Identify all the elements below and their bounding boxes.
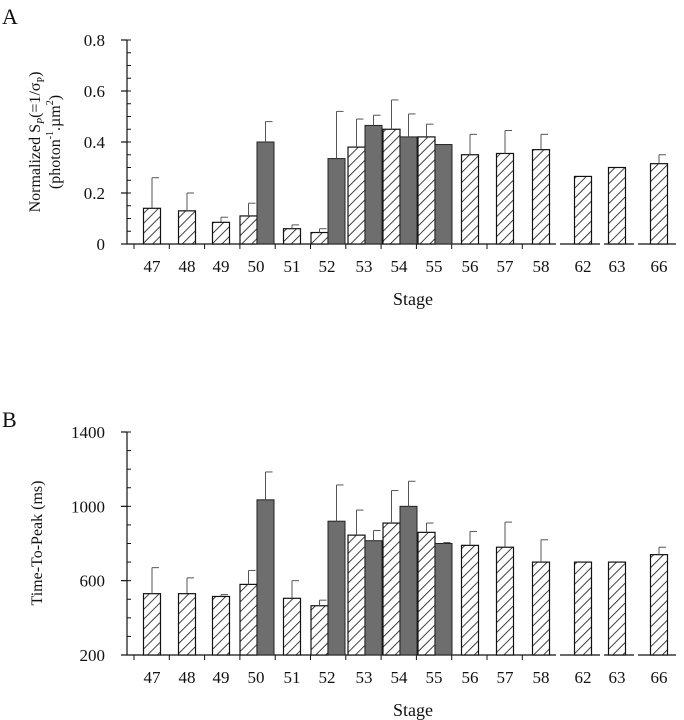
bar-hatched [460, 154, 480, 245]
x-tick-label: 58 [533, 668, 550, 687]
x-tick-label: 47 [144, 668, 162, 687]
x-tick-label: 48 [179, 668, 196, 687]
x-tick-label: 52 [319, 257, 336, 276]
bar-hatched [310, 231, 329, 245]
y-tick-label: 0.6 [84, 82, 105, 101]
bar-hatched [417, 136, 436, 245]
x-tick-label: 63 [609, 668, 626, 687]
panel-a-ylabel: Normalized SP(=1/σP) (photon-1.µm2) [27, 72, 64, 213]
bar-hatched [282, 228, 302, 245]
x-tick-label: 51 [284, 668, 301, 687]
y-tick-label: 0.4 [84, 133, 106, 152]
bar-solid [399, 136, 418, 245]
bar-solid [399, 505, 418, 656]
bar-solid [256, 141, 275, 245]
y-tick-label: 0.8 [84, 31, 105, 50]
bar-hatched [177, 210, 197, 245]
bar-hatched [531, 149, 551, 245]
x-tick-label: 55 [426, 668, 443, 687]
y-tick-label: 0 [97, 235, 106, 254]
svg-text:(photon-1.µm2): (photon-1.µm2) [45, 95, 64, 189]
panel-a-plot: 0 0.2 0.4 0.6 0.8 47 48 49 50 51 52 53 54 55 56 57 58 62 6… [84, 31, 676, 276]
bar-hatched [310, 605, 329, 656]
bar-hatched [239, 215, 258, 245]
y-tick-label: 1400 [71, 423, 105, 442]
x-tick-label: 51 [284, 257, 301, 276]
bar-hatched [382, 128, 401, 245]
bar-solid [327, 520, 346, 656]
bar-hatched [142, 593, 162, 656]
bar-hatched [573, 561, 593, 656]
y-tick-label: 1000 [71, 497, 105, 516]
y-tick-label: 200 [80, 646, 106, 665]
panel-b-label: B [2, 407, 17, 432]
x-tick-label: 50 [248, 668, 265, 687]
bar-solid [256, 499, 275, 656]
bar-hatched [211, 221, 231, 245]
bar-hatched [282, 597, 302, 656]
bar-hatched [347, 146, 366, 245]
bar-hatched [607, 166, 627, 245]
bar-hatched [417, 531, 436, 656]
x-tick-label: 50 [248, 257, 265, 276]
x-tick-label: 48 [179, 257, 196, 276]
x-tick-label: 58 [533, 257, 550, 276]
x-tick-label: 66 [651, 257, 668, 276]
bar-hatched [382, 522, 401, 656]
y-tick-label: 0.2 [84, 184, 105, 203]
bar-hatched [142, 207, 162, 245]
bar-solid [434, 543, 453, 656]
bar-hatched [177, 593, 197, 656]
bar-hatched [211, 595, 231, 656]
bar-hatched [607, 561, 627, 656]
bar-hatched [649, 163, 669, 245]
panel-a-xlabel: Stage [393, 289, 433, 309]
panel-b-ylabel: Time-To-Peak (ms) [29, 481, 46, 606]
bar-hatched [495, 152, 515, 245]
bar-solid [364, 124, 383, 245]
x-tick-label: 49 [213, 257, 230, 276]
bar-hatched [531, 561, 551, 656]
x-tick-label: 56 [462, 257, 479, 276]
panel-b-xlabel: Stage [393, 700, 433, 720]
x-tick-label: 57 [497, 257, 515, 276]
x-tick-label: 56 [462, 668, 479, 687]
bar-solid [434, 144, 453, 245]
x-tick-label: 62 [575, 257, 592, 276]
bar-solid [364, 540, 383, 656]
bar-hatched [460, 544, 480, 656]
x-tick-label: 54 [391, 257, 409, 276]
bar-hatched [347, 534, 366, 656]
y-tick-label: 600 [80, 572, 106, 591]
bar-hatched [573, 175, 593, 245]
panel-a-label: A [2, 4, 18, 29]
x-tick-label: 53 [356, 257, 373, 276]
bar-solid [327, 158, 346, 245]
x-tick-label: 66 [651, 668, 668, 687]
panel-b-plot: 200 600 1000 1400 47 48 49 50 51 52 53 54 55 56 57 58 62… [71, 423, 676, 687]
x-tick-label: 54 [391, 668, 409, 687]
svg-text:Normalized SP(=1/σP): Normalized SP(=1/σP) [27, 72, 47, 213]
x-tick-label: 52 [319, 668, 336, 687]
bar-hatched [239, 583, 258, 656]
x-tick-label: 53 [356, 668, 373, 687]
bar-hatched [649, 554, 669, 656]
x-tick-label: 49 [213, 668, 230, 687]
x-tick-label: 62 [575, 668, 592, 687]
x-tick-label: 47 [144, 257, 162, 276]
bar-hatched [495, 546, 515, 656]
x-tick-label: 57 [497, 668, 515, 687]
x-tick-label: 63 [609, 257, 626, 276]
x-tick-label: 55 [426, 257, 443, 276]
